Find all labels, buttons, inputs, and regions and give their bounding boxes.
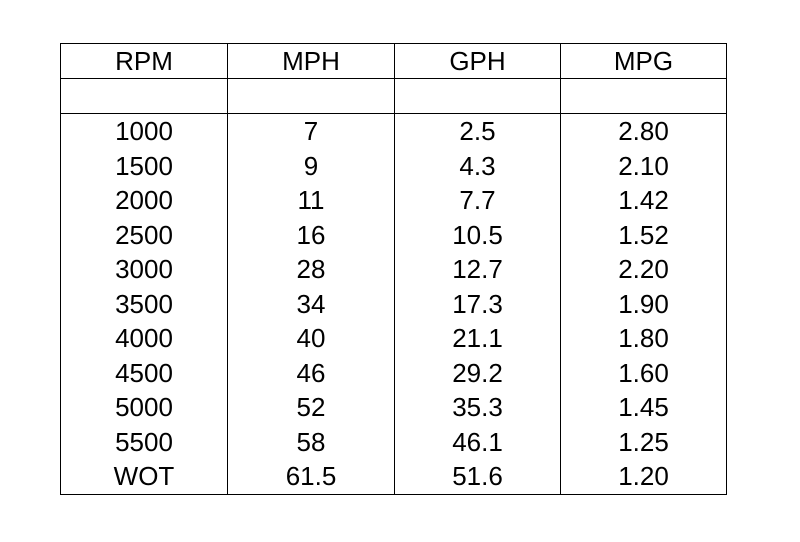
table-row: 1500 9 4.3 2.10 xyxy=(60,148,727,183)
cell-gph: 51.6 xyxy=(394,459,561,495)
cell-gph: 17.3 xyxy=(394,286,561,321)
table-row: 2000 11 7.7 1.42 xyxy=(60,183,727,218)
cell-mpg: 1.90 xyxy=(560,286,727,321)
cell-mph: 40 xyxy=(227,321,395,356)
blank-cell xyxy=(227,78,395,114)
cell-mpg: 1.60 xyxy=(560,355,727,390)
cell-gph: 2.5 xyxy=(394,113,561,149)
cell-mpg: 2.10 xyxy=(560,148,727,183)
cell-mph: 52 xyxy=(227,390,395,425)
cell-rpm: 2000 xyxy=(60,183,228,218)
table-row: WOT 61.5 51.6 1.20 xyxy=(60,459,727,495)
cell-rpm: 4500 xyxy=(60,355,228,390)
cell-gph: 35.3 xyxy=(394,390,561,425)
cell-mph: 34 xyxy=(227,286,395,321)
cell-rpm: WOT xyxy=(60,459,228,495)
blank-cell xyxy=(60,78,228,114)
cell-rpm: 3500 xyxy=(60,286,228,321)
performance-table: RPM MPH GPH MPG 1000 7 2.5 2.80 1500 9 4.3 2.10… xyxy=(60,43,727,495)
cell-rpm: 1500 xyxy=(60,148,228,183)
blank-cell xyxy=(560,78,727,114)
header-mpg: MPG xyxy=(560,43,727,79)
cell-rpm: 5000 xyxy=(60,390,228,425)
cell-rpm: 2500 xyxy=(60,217,228,252)
table-row: 4500 46 29.2 1.60 xyxy=(60,355,727,390)
cell-gph: 4.3 xyxy=(394,148,561,183)
cell-rpm: 1000 xyxy=(60,113,228,149)
cell-mpg: 1.80 xyxy=(560,321,727,356)
cell-gph: 29.2 xyxy=(394,355,561,390)
header-gph: GPH xyxy=(394,43,561,79)
header-mph: MPH xyxy=(227,43,395,79)
table-header-row: RPM MPH GPH MPG xyxy=(60,43,727,79)
table-row: 5500 58 46.1 1.25 xyxy=(60,424,727,459)
cell-mph: 16 xyxy=(227,217,395,252)
cell-mph: 46 xyxy=(227,355,395,390)
header-rpm: RPM xyxy=(60,43,228,79)
table-row: 2500 16 10.5 1.52 xyxy=(60,217,727,252)
blank-row xyxy=(60,78,727,114)
cell-mpg: 1.42 xyxy=(560,183,727,218)
cell-rpm: 3000 xyxy=(60,252,228,287)
cell-mph: 28 xyxy=(227,252,395,287)
cell-mph: 11 xyxy=(227,183,395,218)
table-row: 3000 28 12.7 2.20 xyxy=(60,252,727,287)
table-row: 4000 40 21.1 1.80 xyxy=(60,321,727,356)
cell-mpg: 1.52 xyxy=(560,217,727,252)
cell-gph: 46.1 xyxy=(394,424,561,459)
cell-gph: 7.7 xyxy=(394,183,561,218)
cell-gph: 12.7 xyxy=(394,252,561,287)
table-row: 1000 7 2.5 2.80 xyxy=(60,113,727,149)
cell-mph: 7 xyxy=(227,113,395,149)
table-row: 5000 52 35.3 1.45 xyxy=(60,390,727,425)
cell-mpg: 2.20 xyxy=(560,252,727,287)
cell-mpg: 1.45 xyxy=(560,390,727,425)
cell-mph: 61.5 xyxy=(227,459,395,495)
cell-mph: 9 xyxy=(227,148,395,183)
cell-mpg: 2.80 xyxy=(560,113,727,149)
cell-mpg: 1.25 xyxy=(560,424,727,459)
blank-cell xyxy=(394,78,561,114)
cell-rpm: 5500 xyxy=(60,424,228,459)
cell-gph: 21.1 xyxy=(394,321,561,356)
cell-mpg: 1.20 xyxy=(560,459,727,495)
cell-gph: 10.5 xyxy=(394,217,561,252)
cell-mph: 58 xyxy=(227,424,395,459)
cell-rpm: 4000 xyxy=(60,321,228,356)
table-row: 3500 34 17.3 1.90 xyxy=(60,286,727,321)
